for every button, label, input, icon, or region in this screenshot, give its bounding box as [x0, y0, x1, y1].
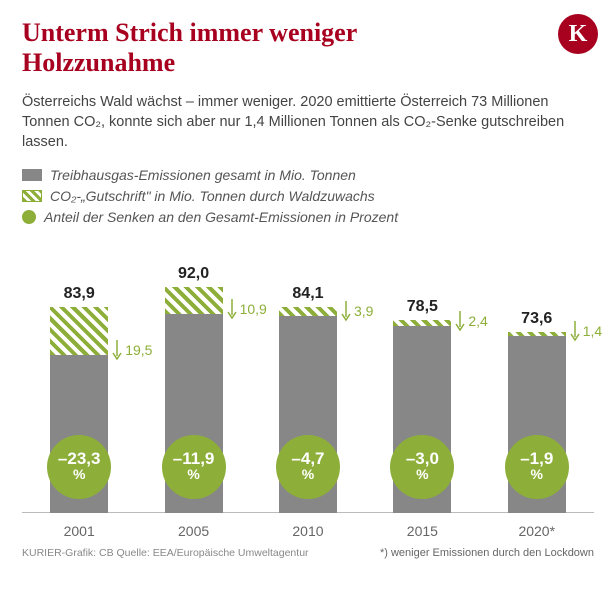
legend-label: Treibhausgas-Emissionen gesamt in Mio. T… [50, 167, 356, 183]
percent-sign: % [73, 467, 85, 482]
x-axis-label: 2015 [372, 523, 472, 539]
arrow-down-icon [455, 310, 465, 332]
bar-column: 83,919,5–23,3%2001 [50, 233, 108, 513]
credit-value: 19,5 [125, 342, 152, 358]
x-axis-label: 2001 [29, 523, 129, 539]
credit-value: 2,4 [468, 313, 487, 329]
percent-badge: –4,7% [276, 435, 340, 499]
arrow-down-icon [341, 300, 351, 322]
legend-item-percent: Anteil der Senken an den Gesamt-Emission… [22, 209, 594, 225]
bar-hatched [50, 307, 108, 355]
footer: KURIER-Grafik: CB Quelle: EEA/Europäisch… [22, 547, 594, 559]
credit-value: 10,9 [240, 301, 267, 317]
arrow-down-icon [570, 320, 580, 342]
subtitle: Österreichs Wald wächst – immer weniger.… [22, 92, 582, 153]
legend-swatch-gray [22, 169, 42, 181]
credit-label: 2,4 [455, 310, 487, 332]
bar-hatched [165, 287, 223, 314]
legend-item-credit: CO₂-„Gutschrift" in Mio. Tonnen durch Wa… [22, 188, 594, 204]
source-text: KURIER-Grafik: CB Quelle: EEA/Europäisch… [22, 547, 309, 559]
total-label: 92,0 [159, 265, 229, 283]
arrow-down-icon [112, 339, 122, 361]
credit-label: 3,9 [341, 300, 373, 322]
legend-swatch-dot [22, 210, 36, 224]
percent-badge: –3,0% [390, 435, 454, 499]
credit-label: 19,5 [112, 339, 152, 361]
bar-column: 78,52,4–3,0%2015 [393, 233, 451, 513]
percent-value: –23,3 [58, 450, 101, 467]
percent-badge: –23,3% [47, 435, 111, 499]
bar-group: 83,919,5–23,3%2001 92,010,9–11,9%2005 84,1… [22, 233, 594, 513]
total-label: 78,5 [388, 298, 458, 316]
total-label: 83,9 [44, 285, 114, 303]
percent-sign: % [187, 467, 199, 482]
kurier-logo: K [558, 14, 598, 54]
bar-hatched [393, 320, 451, 326]
percent-value: –3,0 [406, 450, 439, 467]
percent-value: –1,9 [520, 450, 553, 467]
legend-label: Anteil der Senken an den Gesamt-Emission… [44, 209, 398, 225]
bar-column: 84,13,9–4,7%2010 [279, 233, 337, 513]
legend-item-emissions: Treibhausgas-Emissionen gesamt in Mio. T… [22, 167, 594, 183]
footnote: *) weniger Emissionen durch den Lockdown [380, 547, 594, 559]
legend-label: CO₂-„Gutschrift" in Mio. Tonnen durch Wa… [50, 188, 375, 204]
x-axis-label: 2005 [144, 523, 244, 539]
percent-badge: –1,9% [505, 435, 569, 499]
total-label: 84,1 [273, 285, 343, 303]
bar-hatched [508, 332, 566, 335]
logo-letter: K [569, 21, 588, 48]
percent-sign: % [531, 467, 543, 482]
bar-chart: 83,919,5–23,3%200192,010,9–11,9%200584,1… [22, 233, 594, 543]
credit-value: 1,4 [583, 323, 602, 339]
bar-hatched [279, 307, 337, 317]
arrow-down-icon [227, 298, 237, 320]
x-axis-label: 2020* [487, 523, 587, 539]
credit-value: 3,9 [354, 303, 373, 319]
bar-column: 92,010,9–11,9%2005 [165, 233, 223, 513]
bar-column: 73,61,4–1,9%2020* [508, 233, 566, 513]
legend-swatch-hatched [22, 190, 42, 202]
x-axis-label: 2010 [258, 523, 358, 539]
total-label: 73,6 [502, 310, 572, 328]
infographic-page: K Unterm Strich immer weniger Holzzunahm… [0, 0, 616, 606]
legend: Treibhausgas-Emissionen gesamt in Mio. T… [22, 167, 594, 225]
credit-label: 1,4 [570, 320, 602, 342]
page-title: Unterm Strich immer weniger Holzzunahme [22, 18, 502, 78]
credit-label: 10,9 [227, 298, 267, 320]
percent-sign: % [416, 467, 428, 482]
percent-sign: % [302, 467, 314, 482]
percent-value: –11,9 [173, 450, 215, 467]
percent-badge: –11,9% [162, 435, 226, 499]
percent-value: –4,7 [291, 450, 324, 467]
